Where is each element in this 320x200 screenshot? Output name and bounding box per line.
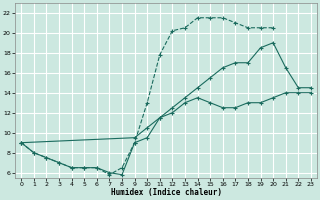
X-axis label: Humidex (Indice chaleur): Humidex (Indice chaleur) bbox=[111, 188, 221, 197]
